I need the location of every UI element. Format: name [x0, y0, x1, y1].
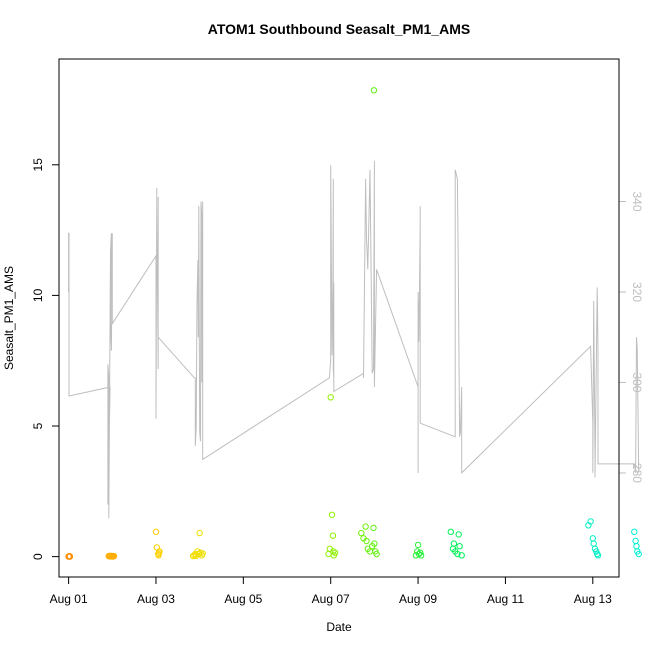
data-point — [199, 550, 206, 557]
data-point — [635, 550, 642, 558]
x-tick-label: Aug 11 — [487, 592, 524, 606]
data-point — [110, 552, 118, 560]
y-axis-label: Seasalt_PM1_AMS — [2, 266, 16, 370]
data-points — [65, 87, 642, 560]
data-point — [455, 531, 462, 538]
y2-tick-label: 280 — [630, 463, 644, 483]
series-line-right-axis — [68, 160, 640, 519]
data-point — [631, 528, 638, 535]
data-point — [66, 553, 74, 560]
data-point — [454, 550, 461, 558]
data-point — [363, 537, 370, 545]
data-point — [370, 524, 377, 532]
x-tick-label: Aug 13 — [574, 592, 612, 606]
y2-tick-label: 300 — [630, 372, 644, 392]
data-point — [587, 518, 594, 525]
chart-title: ATOM1 Southbound Seasalt_PM1_AMS — [208, 21, 470, 37]
x-tick-label: Aug 05 — [224, 592, 262, 606]
data-point — [594, 550, 601, 558]
y-tick-label: 10 — [31, 288, 45, 302]
data-point — [327, 394, 334, 401]
data-point — [328, 511, 336, 518]
data-point — [373, 550, 380, 558]
data-point — [456, 543, 463, 550]
data-point — [414, 541, 422, 549]
data-point — [196, 529, 203, 537]
data-point — [358, 529, 365, 537]
x-tick-label: Aug 01 — [50, 592, 88, 606]
data-point — [362, 523, 369, 530]
data-point — [458, 552, 465, 559]
right-axis-series-lines — [68, 160, 640, 519]
data-point — [155, 552, 162, 559]
y2-tick-label: 340 — [630, 191, 644, 211]
data-point — [371, 540, 378, 547]
plot-frame — [58, 58, 620, 578]
y2-tick-label: 320 — [630, 282, 644, 302]
data-point — [450, 540, 458, 547]
data-point — [594, 552, 602, 559]
x-tick-label: Aug 03 — [137, 592, 175, 606]
y-tick-label: 0 — [31, 553, 45, 560]
data-point — [329, 532, 337, 539]
data-point — [447, 528, 454, 535]
x-axis-label: Date — [326, 620, 352, 634]
y-tick-label: 15 — [31, 158, 45, 172]
y-tick-label: 5 — [31, 422, 45, 429]
data-point — [156, 548, 163, 555]
data-point — [417, 552, 425, 559]
data-point — [152, 528, 160, 535]
data-point — [195, 550, 203, 558]
data-point — [370, 87, 378, 94]
data-point — [331, 549, 339, 556]
data-point — [330, 548, 337, 555]
x-tick-label: Aug 07 — [312, 592, 350, 606]
x-tick-label: Aug 09 — [399, 592, 437, 606]
